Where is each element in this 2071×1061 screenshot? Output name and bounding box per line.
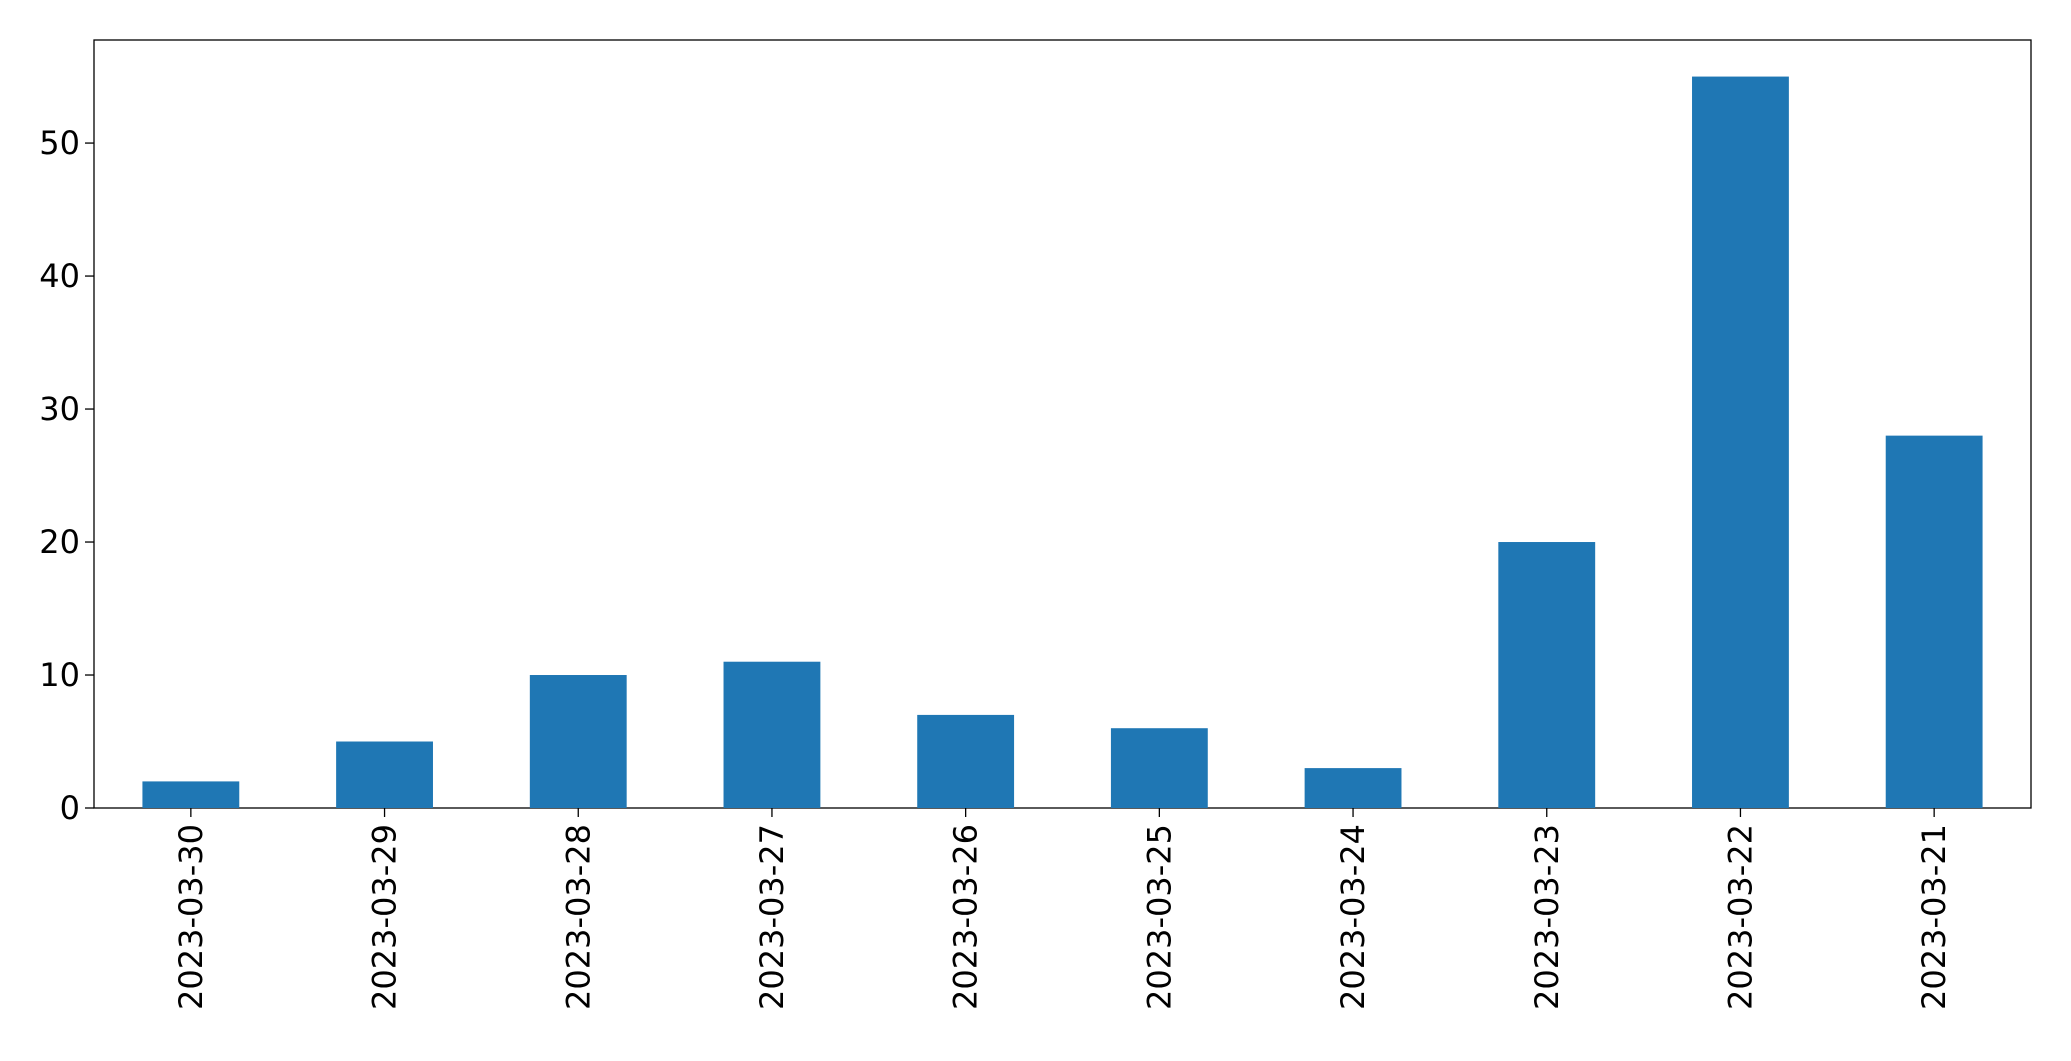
y-tick-label: 50	[39, 124, 80, 162]
x-tick-label: 2023-03-30	[172, 824, 210, 1010]
bar	[723, 661, 821, 808]
bar	[1885, 435, 1983, 808]
x-tick-label: 2023-03-28	[559, 824, 597, 1010]
x-tick-label: 2023-03-25	[1140, 824, 1178, 1010]
bar	[1692, 76, 1789, 809]
y-tick-label: 10	[39, 656, 80, 694]
y-tick-label: 30	[39, 390, 80, 428]
x-tick-label: 2023-03-23	[1528, 824, 1566, 1010]
x-tick-label: 2023-03-29	[366, 824, 404, 1010]
bar	[1110, 728, 1208, 808]
y-tick-label: 20	[39, 523, 80, 561]
y-tick-label: 0	[60, 789, 80, 827]
bar	[529, 675, 627, 808]
x-tick-label: 2023-03-26	[947, 824, 985, 1010]
x-tick-label: 2023-03-27	[753, 824, 791, 1010]
x-tick-label: 2023-03-21	[1915, 824, 1953, 1010]
bar	[1304, 768, 1402, 808]
x-tick-label: 2023-03-24	[1334, 824, 1372, 1010]
x-tick-label: 2023-03-22	[1721, 824, 1759, 1010]
y-tick-label: 40	[39, 257, 80, 295]
plot-frame	[93, 39, 2032, 809]
bar	[917, 714, 1015, 808]
bar	[1498, 542, 1596, 808]
bar	[336, 741, 433, 808]
bar	[142, 781, 240, 808]
